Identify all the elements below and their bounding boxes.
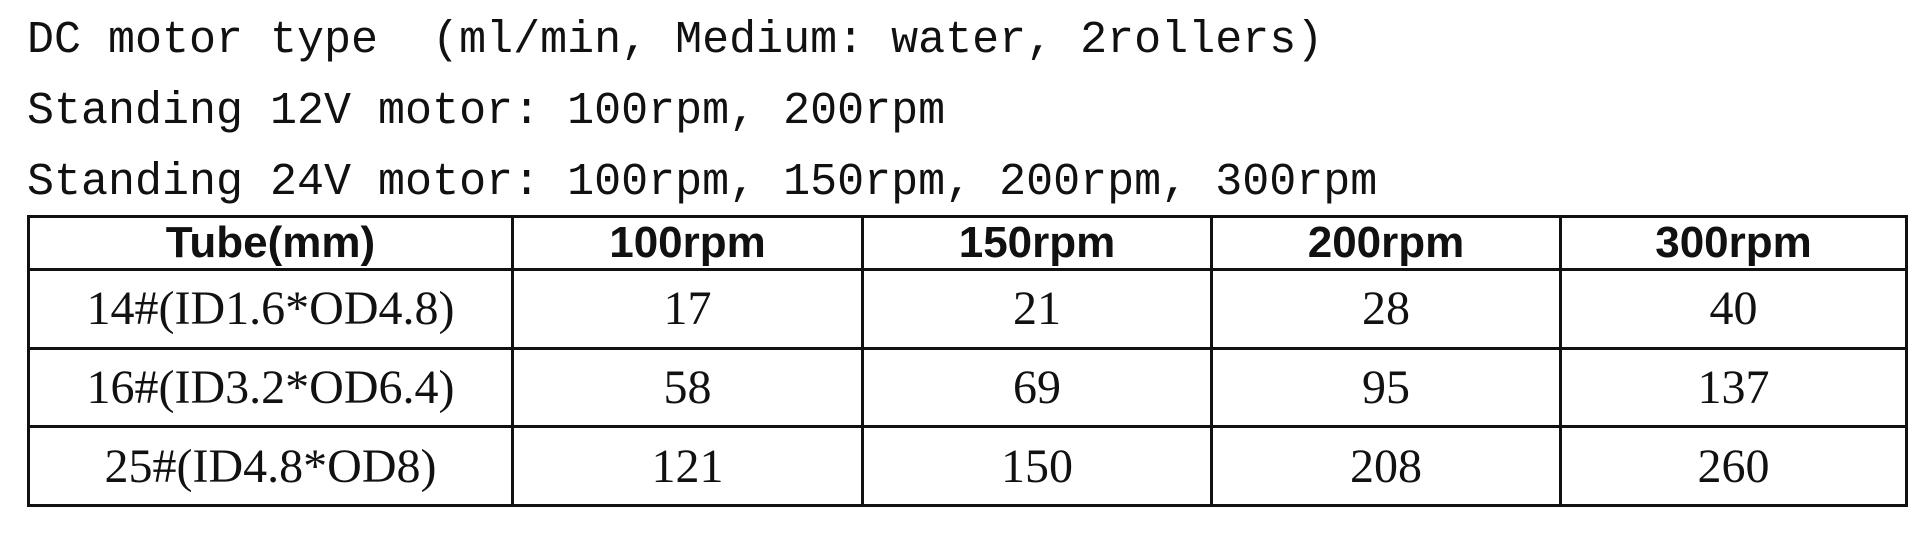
table-cell: 260 — [1559, 425, 1908, 507]
header-cell: 200rpm — [1210, 215, 1562, 271]
table-cell: 28 — [1210, 268, 1562, 350]
table-body: 14#(ID1.6*OD4.8) 17 21 28 40 16#(ID3.2*OD6.4)… — [27, 268, 1908, 507]
header-cell: Tube(mm) — [27, 215, 514, 271]
table-row: 14#(ID1.6*OD4.8) 17 21 28 40 — [27, 268, 1908, 350]
header-row: Tube(mm) 100rpm 150rpm 200rpm 300rpm — [27, 215, 1908, 271]
table-cell: 25#(ID4.8*OD8) — [27, 425, 514, 507]
table-cell: 14#(ID1.6*OD4.8) — [27, 268, 514, 350]
header-cell: 150rpm — [861, 215, 1213, 271]
table-cell: 40 — [1559, 268, 1908, 350]
table-cell: 95 — [1210, 346, 1562, 429]
table-cell: 58 — [511, 346, 864, 429]
table-cell: 17 — [511, 268, 864, 350]
table-cell: 21 — [861, 268, 1213, 350]
flow-table: Tube(mm) 100rpm 150rpm 200rpm 300rpm 14#(ID1… — [27, 215, 1908, 507]
header-cell: 100rpm — [511, 215, 864, 271]
text-line: Standing 12V motor: 100rpm, 200rpm — [27, 86, 946, 137]
header-cell: 300rpm — [1559, 215, 1908, 271]
table-cell: 150 — [861, 425, 1213, 507]
text-line: Standing 24V motor: 100rpm, 150rpm, 200r… — [27, 157, 1378, 208]
table-cell: 137 — [1559, 346, 1908, 429]
table-cell: 208 — [1210, 425, 1562, 507]
table-row: 16#(ID3.2*OD6.4) 58 69 95 137 — [27, 346, 1908, 429]
table-cell: 16#(ID3.2*OD6.4) — [27, 346, 514, 429]
table-cell: 69 — [861, 346, 1213, 429]
table-row: 25#(ID4.8*OD8) 121 150 208 260 — [27, 425, 1908, 507]
table-cell: 121 — [511, 425, 864, 507]
text-line: DC motor type (ml/min, Medium: water, 2r… — [27, 15, 1324, 66]
